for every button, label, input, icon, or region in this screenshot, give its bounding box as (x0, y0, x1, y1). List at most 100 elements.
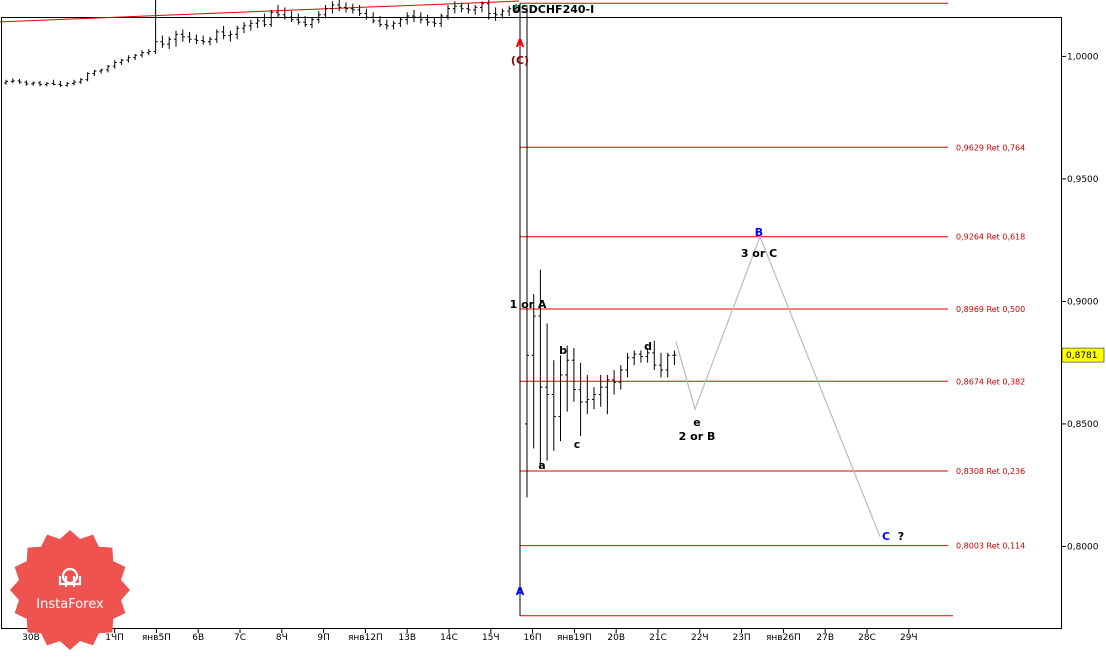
ohlc-bar (592, 387, 596, 410)
ohlc-bar (44, 82, 49, 87)
ohlc-bar (486, 0, 491, 20)
ohlc-bar (432, 17, 437, 28)
ohlc-bar (493, 7, 498, 21)
x-tick-label: 7С (234, 633, 246, 643)
ohlc-bar (214, 29, 219, 43)
ohlc-bar (106, 64, 110, 73)
ohlc-bar (565, 345, 570, 412)
ohlc-bar (514, 3, 518, 13)
ohlc-bar (638, 350, 643, 363)
ohlc-bar (194, 34, 199, 45)
ohlc-bar (330, 1, 335, 14)
ohlc-bar (323, 4, 328, 19)
wave-label: A (516, 37, 525, 50)
ohlc-bar (228, 30, 233, 42)
x-tick-label: янв5П (142, 633, 171, 643)
ohlc-bar (612, 370, 617, 395)
ohlc-bar (167, 36, 172, 50)
projection-line (675, 235, 881, 537)
ohlc-bar (248, 19, 253, 31)
ohlc-bar (282, 7, 287, 20)
axes: 1,00000,95000,90000,85000,800030В31С1ЧПя… (22, 52, 1099, 643)
fib-label: 0,8969 Ret 0,500 (956, 305, 1025, 314)
logo-text: InstaForex (36, 597, 104, 612)
ohlc-bar (578, 362, 583, 437)
x-tick-label: 23П (732, 633, 750, 643)
wave-label: c (574, 438, 581, 451)
ohlc-bar (262, 13, 267, 28)
ohlc-bar (418, 12, 423, 24)
ohlc-bar (378, 15, 382, 28)
wave-label: (C) (511, 54, 529, 67)
ohlc-bar (625, 352, 630, 378)
x-tick-label: янв19П (557, 633, 592, 643)
ohlc-bar (525, 7, 529, 498)
instaforex-logo: InstaForex (10, 530, 130, 650)
ohlc-bar (99, 68, 104, 74)
ohlc-bar (398, 17, 403, 28)
ohlc-bar (466, 3, 471, 14)
ohlc-bar (289, 11, 294, 23)
x-tick-label: янв12П (348, 633, 383, 643)
ohlc-bar (371, 12, 376, 24)
ohlc-bar (618, 365, 623, 390)
wave-label: a (538, 459, 545, 472)
ohlc-bar (473, 4, 478, 15)
wave-label: C (882, 530, 890, 543)
ohlc-bar (316, 11, 321, 24)
chart-title: USDCHF240-I (512, 3, 594, 16)
ohlc-bar (480, 1, 484, 13)
x-tick-label: 14С (440, 633, 458, 643)
current-price: 0,8781 (1061, 347, 1105, 363)
x-tick-label: 9П (317, 633, 330, 643)
ohlc-bar (405, 12, 410, 25)
ohlc-bar (605, 374, 610, 415)
ohlc-bar (58, 80, 63, 88)
x-tick-label: 1ЧП (105, 633, 124, 643)
ohlc-bar (242, 22, 246, 34)
ohlc-bar (571, 347, 576, 402)
ohlc-bar (310, 17, 314, 29)
ohlc-bar (364, 8, 369, 20)
ohlc-bar (65, 82, 70, 87)
ohlc-bar (452, 1, 457, 14)
ohlc-bar (276, 4, 280, 18)
wave-label: ? (898, 530, 904, 543)
ohlc-bar (303, 15, 308, 28)
ohlc-bar (538, 269, 543, 466)
ohlc-bar (112, 60, 117, 69)
ohlc-bar (174, 30, 178, 47)
trendline (0, 0, 520, 23)
x-tick-label: 21С (649, 633, 667, 643)
wave-labels: A (C) 1 or A a b c d e2 or B B 3 or C A C? (510, 37, 905, 598)
ohlc-bar (652, 340, 657, 371)
ohlc-bar (391, 20, 396, 30)
wave-label: 1 or A (510, 298, 547, 311)
fib-levels: 0,9629 Ret 0,764 0,9264 Ret 0,618 0,8969 R… (0, 0, 1025, 617)
x-tick-label: 30В (22, 633, 40, 643)
ohlc-bar (659, 352, 663, 378)
x-tick-label: 16П (523, 633, 541, 643)
ohlc-bar (201, 35, 206, 45)
fib-label: 0,8308 Ret 0,236 (956, 467, 1025, 476)
ohlc-bar (296, 13, 301, 25)
x-tick-label: янв26П (766, 633, 801, 643)
wave-label: d (644, 340, 652, 353)
ohlc-bar (85, 72, 90, 82)
ohlc-bar (545, 323, 550, 461)
x-tick-label: 27В (816, 633, 834, 643)
ohlc-bar (459, 2, 464, 13)
logo-badge (10, 530, 130, 650)
ohlc-bar (126, 55, 131, 63)
ohlc-bar (500, 8, 505, 19)
ohlc-bar (78, 77, 83, 84)
fib-label: 0,8674 Ret 0,382 (956, 377, 1025, 386)
ohlc-bar (160, 35, 165, 48)
y-tick-label: 1,0000 (1067, 52, 1099, 62)
ohlc-bar (551, 360, 556, 451)
ohlc-bar (531, 294, 536, 449)
wave-label: e (693, 416, 700, 429)
ohlc-bar (446, 4, 450, 20)
price-label: 0,8781 (1066, 351, 1098, 361)
